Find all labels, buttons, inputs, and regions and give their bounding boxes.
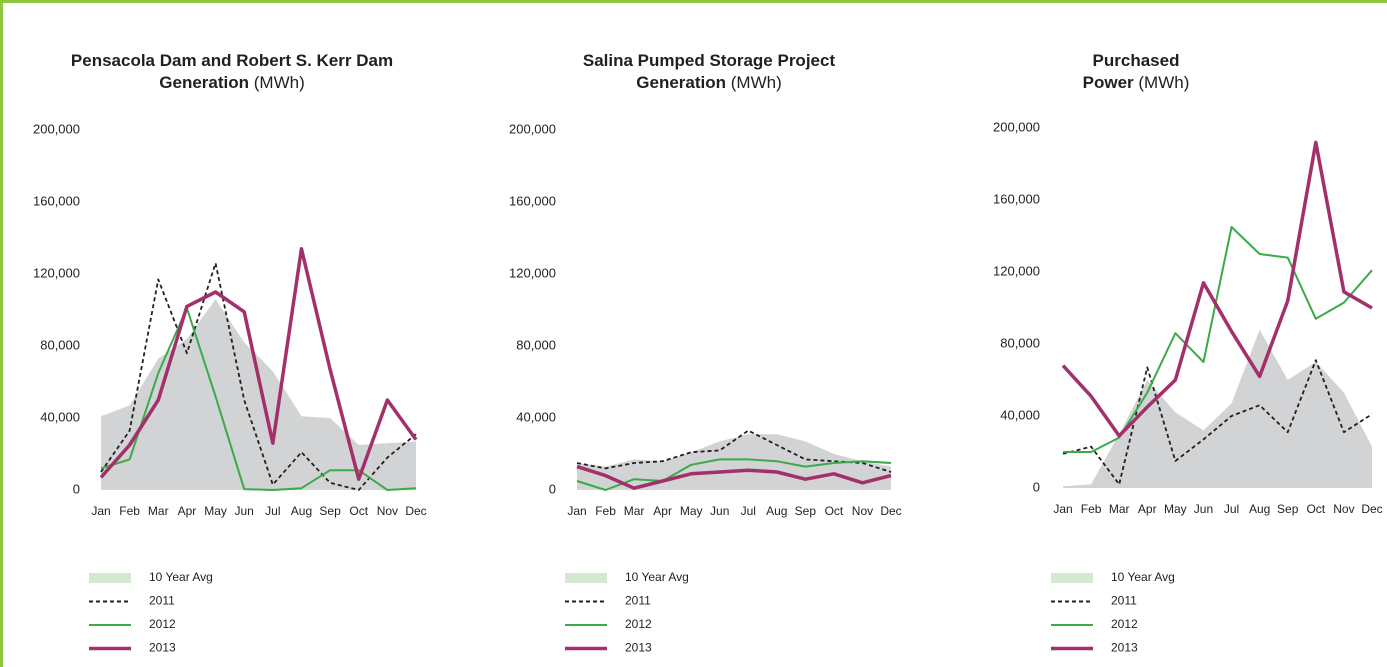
x-tick-label: Jun bbox=[235, 504, 254, 518]
y-tick-label: 40,000 bbox=[40, 409, 80, 424]
series-line bbox=[576, 458, 892, 491]
legend-swatch bbox=[89, 573, 131, 583]
y-tick-label: 160,000 bbox=[509, 193, 556, 208]
x-tick-label: Aug bbox=[1249, 502, 1270, 516]
x-tick-label: Dec bbox=[1361, 502, 1382, 516]
legend-label: 10 Year Avg bbox=[1111, 570, 1175, 584]
x-tick-label: Mar bbox=[1109, 502, 1130, 516]
legend-label: 10 Year Avg bbox=[625, 570, 689, 584]
x-tick-label: Jul bbox=[741, 504, 756, 518]
chart-title: Salina Pumped Storage Project Generation… bbox=[499, 50, 919, 94]
title-unit: (MWh) bbox=[1138, 73, 1190, 92]
x-tick-label: Mar bbox=[148, 504, 169, 518]
x-tick-label: May bbox=[680, 504, 703, 518]
x-tick-label: Jul bbox=[265, 504, 280, 518]
series-line bbox=[576, 429, 892, 473]
x-tick-label: Dec bbox=[880, 504, 901, 518]
y-tick-label: 200,000 bbox=[993, 119, 1040, 134]
y-tick-label: 0 bbox=[73, 481, 80, 496]
x-tick-label: Feb bbox=[595, 504, 616, 518]
x-tick-label: Dec bbox=[405, 504, 426, 518]
x-tick-label: Oct bbox=[1306, 502, 1325, 516]
legend-label: 2013 bbox=[625, 641, 652, 655]
title-text: Pensacola Dam and Robert S. Kerr Dam Gen… bbox=[70, 51, 394, 92]
series-line bbox=[576, 464, 892, 490]
x-tick-label: Oct bbox=[825, 504, 844, 518]
y-tick-label: 120,000 bbox=[33, 265, 80, 280]
x-tick-label: Oct bbox=[349, 504, 368, 518]
title-text: Salina Pumped Storage Project Generation bbox=[582, 51, 836, 92]
x-tick-label: Sep bbox=[1277, 502, 1299, 516]
y-tick-label: 120,000 bbox=[509, 265, 556, 280]
legend-label: 2013 bbox=[149, 641, 176, 655]
legend-label: 2012 bbox=[625, 617, 652, 631]
x-tick-label: Sep bbox=[795, 504, 817, 518]
x-tick-label: Mar bbox=[624, 504, 645, 518]
x-tick-label: Nov bbox=[1333, 502, 1354, 516]
x-tick-label: Feb bbox=[119, 504, 140, 518]
legend-label: 10 Year Avg bbox=[149, 570, 213, 584]
x-tick-label: Nov bbox=[852, 504, 873, 518]
x-tick-label: Apr bbox=[1138, 502, 1157, 516]
x-tick-label: Aug bbox=[291, 504, 312, 518]
y-tick-label: 40,000 bbox=[516, 409, 556, 424]
x-tick-label: Jun bbox=[710, 504, 729, 518]
y-tick-label: 160,000 bbox=[993, 191, 1040, 206]
x-tick-label: Jun bbox=[1194, 502, 1213, 516]
x-tick-label: May bbox=[204, 504, 227, 518]
avg-area bbox=[577, 434, 891, 490]
y-tick-label: 0 bbox=[549, 481, 556, 496]
y-tick-label: 200,000 bbox=[509, 121, 556, 136]
y-tick-label: 80,000 bbox=[516, 337, 556, 352]
avg-area bbox=[101, 299, 416, 490]
x-tick-label: Nov bbox=[377, 504, 398, 518]
legend-swatch bbox=[1051, 573, 1093, 583]
x-tick-label: Apr bbox=[653, 504, 672, 518]
y-tick-label: 0 bbox=[1033, 479, 1040, 494]
series-line bbox=[1062, 359, 1373, 486]
x-tick-label: Jan bbox=[91, 504, 110, 518]
y-tick-label: 160,000 bbox=[33, 193, 80, 208]
legend-label: 2011 bbox=[149, 594, 175, 608]
series-line bbox=[1061, 140, 1373, 438]
chart-title: Purchased Power (MWh) bbox=[926, 50, 1346, 94]
title-unit: (MWh) bbox=[253, 73, 305, 92]
legend-label: 2012 bbox=[149, 617, 176, 631]
x-tick-label: Jan bbox=[1053, 502, 1072, 516]
x-tick-label: Sep bbox=[319, 504, 341, 518]
legend-label: 2013 bbox=[1111, 641, 1138, 655]
legend-label: 2011 bbox=[1111, 594, 1137, 608]
title-text: Purchased Power bbox=[1082, 51, 1180, 92]
y-tick-label: 200,000 bbox=[33, 121, 80, 136]
chart-title: Pensacola Dam and Robert S. Kerr Dam Gen… bbox=[22, 50, 442, 94]
title-unit: (MWh) bbox=[730, 73, 782, 92]
x-tick-label: Feb bbox=[1081, 502, 1102, 516]
y-tick-label: 80,000 bbox=[1000, 335, 1040, 350]
series-line bbox=[99, 247, 418, 481]
series-line bbox=[1063, 226, 1373, 453]
x-tick-label: Aug bbox=[766, 504, 787, 518]
avg-area bbox=[1063, 329, 1372, 488]
series-line bbox=[100, 262, 417, 491]
y-tick-label: 80,000 bbox=[40, 337, 80, 352]
y-tick-label: 40,000 bbox=[1000, 407, 1040, 422]
x-tick-label: Jul bbox=[1224, 502, 1239, 516]
series-line bbox=[100, 307, 417, 491]
x-tick-label: Apr bbox=[178, 504, 197, 518]
legend-label: 2011 bbox=[625, 594, 651, 608]
x-tick-label: May bbox=[1164, 502, 1187, 516]
y-tick-label: 120,000 bbox=[993, 263, 1040, 278]
legend-label: 2012 bbox=[1111, 617, 1138, 631]
legend-swatch bbox=[565, 573, 607, 583]
x-tick-label: Jan bbox=[567, 504, 586, 518]
